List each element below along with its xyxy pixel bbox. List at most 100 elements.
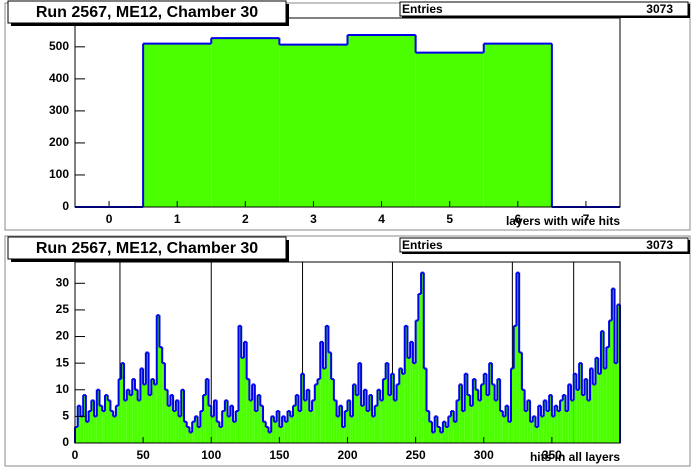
bar [279,427,283,443]
bar [478,400,482,443]
bar [372,416,375,443]
bar [91,400,95,443]
bar [167,405,171,443]
bar [606,347,610,443]
bar [143,384,146,443]
x-tick-label: 150 [269,448,289,462]
y-tick-label: 20 [56,329,70,343]
bar [263,421,266,443]
bar [293,405,296,443]
bar [314,384,318,443]
stats-value: 3073 [646,2,673,16]
bar [118,379,122,443]
bar [617,304,620,443]
bar [516,272,520,443]
bar [426,411,430,443]
bar [549,395,552,443]
bar [366,411,370,443]
bar [363,389,367,443]
bar [502,416,506,443]
bar [500,411,503,443]
bar [505,405,509,443]
bar [306,389,310,443]
bar [350,416,353,443]
bar [99,405,103,443]
bar [203,395,206,443]
bar [442,421,446,443]
bar [268,432,272,443]
y-tick-label: 30 [56,275,70,289]
bar [347,34,416,207]
bar [110,411,114,443]
bar [137,400,141,443]
bar [265,427,269,443]
bar [317,379,321,443]
bar [388,395,392,443]
bar [156,315,160,443]
bar [151,379,155,443]
bar [421,272,424,443]
bar [461,411,465,443]
bar [132,379,135,443]
bar [385,363,389,443]
bar [579,363,582,443]
bar [380,400,383,443]
bar [590,368,593,443]
bar [211,416,214,443]
bar [491,384,495,443]
bar [369,395,373,443]
bar [260,405,264,443]
bar [129,395,133,443]
bar [213,400,217,443]
x-tick-label: 100 [201,448,221,462]
bar [140,368,144,443]
bar [396,384,400,443]
bar [211,38,280,208]
bar [402,373,405,443]
y-tick-label: 5 [62,409,69,423]
bar [546,411,550,443]
bar [352,384,356,443]
bar [233,421,236,443]
bar [249,400,253,443]
stats-value: 3073 [646,238,673,252]
bar [181,389,184,443]
bar [448,416,452,443]
x-tick-label: 300 [474,448,494,462]
bar [102,411,105,443]
bar [107,400,111,443]
bar [282,416,285,443]
bar [581,395,585,443]
bar [451,411,454,443]
bar [230,405,234,443]
bar [222,411,225,443]
bar [470,405,473,443]
bar [246,379,250,443]
bar [154,384,157,443]
bar [254,411,258,443]
chart-title: Run 2567, ME12, Chamber 30 [36,240,258,257]
bar [391,373,394,443]
bar [464,373,468,443]
bar [320,341,323,443]
bar [241,357,244,443]
title-box [7,236,287,260]
bar [143,43,212,207]
bar [124,400,127,443]
bar [584,379,588,443]
bar [393,400,397,443]
bar [88,411,92,443]
bar [96,389,100,443]
bar [573,373,577,443]
bar [235,411,239,443]
bar [184,421,187,443]
y-tick-label: 200 [49,135,69,149]
bar [410,341,413,443]
bar [312,400,315,443]
bar [238,325,242,443]
bar [497,379,501,443]
bar [173,411,176,443]
bar [336,416,340,443]
bar [494,400,498,443]
chart-title: Run 2567, ME12, Chamber 30 [36,4,258,21]
